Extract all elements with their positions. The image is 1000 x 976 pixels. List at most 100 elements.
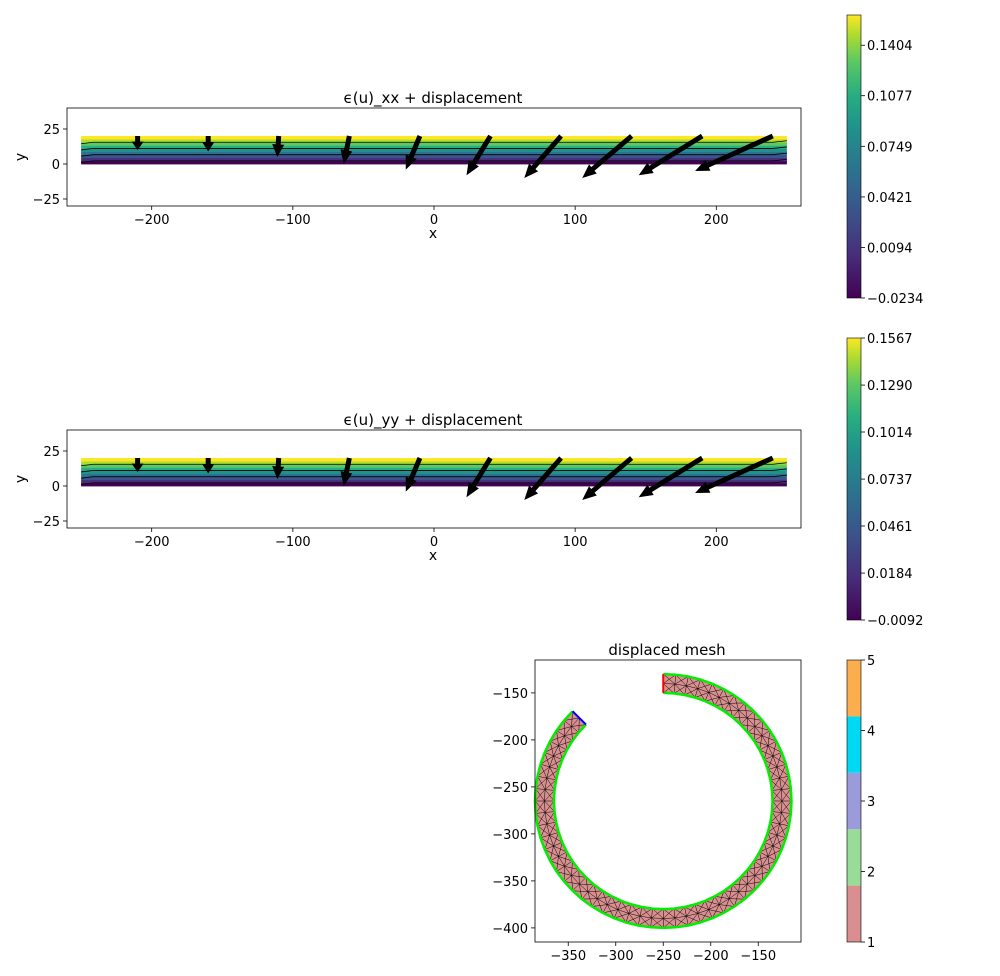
mesh-colorbar-segment [847,829,861,886]
panel-eyy-colorbar-tick-label: 0.1014 [867,426,913,441]
panel-eyy-contour-band [81,464,787,468]
mesh-colorbar-tick-label: 3 [867,795,875,810]
panel-exx-xtick-label: −200 [134,213,170,228]
panel-exx-displacement-arrow [466,134,493,176]
panel-exx-contour-band [81,139,787,143]
panel-eyy-displacement-arrow [524,456,563,500]
panel-mesh-ytick-label: −300 [492,828,528,843]
panel-exx-contour-line [81,152,787,157]
panel-exx-yticks: −25 0 25 [33,123,67,208]
panel-exx-title: ϵ(u)_xx + displacement [344,89,523,108]
panel-eyy-contour-line [81,480,787,485]
panel-exx-displacement-arrow [340,135,353,164]
panel-eyy-ytick-label: 0 [52,480,60,495]
panel-exx-displacement-arrow [695,133,774,171]
panel-eyy-contour-band [81,476,787,481]
panel-eyy-xtick-label: 200 [704,535,729,550]
panel-eyy-title: ϵ(u)_yy + displacement [344,411,523,430]
panel-exx-displacement-arrow [202,136,215,152]
panel-exx-contour-band [81,136,787,140]
panel-mesh-yticks: −150 −200 −250 −300 −350 −400 [492,687,535,937]
colorbar-eyy-ticks: 0.1567 0.1290 0.1014 0.0737 0.0461 0.0184 −0.0… [861,332,923,629]
panel-eyy: ϵ(u)_yy + displacement −200 −100 0 100 200 −… [13,411,802,564]
panel-eyy-colorbar-tick-label: −0.0092 [867,614,923,629]
panel-exx-colorbar-tick-label: 0.0094 [867,241,913,256]
panel-exx-contour-line [81,146,787,151]
panel-eyy-ytick-label: 25 [43,445,60,460]
panel-exx-contour-band [81,142,787,146]
panel-exx: ϵ(u)_xx + displacement −200 −100 0 100 200 −… [13,89,802,242]
panel-eyy-xlabel: x [429,548,437,564]
panel-exx-xtick-label: 100 [563,213,588,228]
panel-eyy-displacement-arrow [466,456,493,498]
panel-exx-xtick-label: 0 [430,213,438,228]
panel-eyy-plot [81,455,787,500]
panel-exx-colorbar-tick-label: 0.1404 [867,39,913,54]
panel-eyy-colorbar: 0.1567 0.1290 0.1014 0.0737 0.0461 0.0184 −0.0… [846,332,923,629]
panel-exx-contour-band [81,148,787,152]
panel-mesh-axes-frame [534,659,802,943]
mesh-colorbar-segment [847,772,861,830]
panel-eyy-colorbar-tick-label: 0.0184 [867,567,913,582]
panel-exx-displacement-arrow [638,133,704,176]
panel-mesh-xtick-label: −350 [550,949,586,964]
colorbar-eyy-bar [846,337,862,621]
colorbar-exx-ticks: 0.1404 0.1077 0.0749 0.0421 0.0094 −0.0234 [861,39,923,307]
colorbar-exx-bar [846,14,862,299]
panel-exx-colorbar: 0.1404 0.1077 0.0749 0.0421 0.0094 −0.0234 [846,14,923,307]
panel-eyy-colorbar-tick-label: 0.0737 [867,473,913,488]
panel-mesh-ytick-label: −350 [492,875,528,890]
panel-mesh-colorbar: 1 2 3 4 5 [846,654,875,951]
panel-mesh-ytick-label: −400 [492,922,528,937]
panel-eyy-xtick-label: −100 [275,535,311,550]
panel-mesh-plot [533,672,793,930]
panel-eyy-contour-line [81,474,787,479]
panel-exx-colorbar-tick-label: 0.0421 [867,191,913,206]
panel-exx-contour-band [81,145,787,149]
panel-eyy-xtick-label: 100 [563,535,588,550]
panel-mesh-ytick-label: −200 [492,734,528,749]
panel-exx-ytick-label: 0 [52,158,60,173]
panel-eyy-xtick-label: −200 [134,535,170,550]
panel-exx-xticks: −200 −100 0 100 200 [134,206,729,228]
panel-eyy-displacement-arrow [272,457,285,479]
panel-eyy-contour-line [81,462,787,467]
panel-mesh-xtick-label: −200 [693,949,729,964]
panel-eyy-xtick-label: 0 [430,535,438,550]
panel-exx-displacement-arrow [131,136,144,150]
panel-exx-contour-band [81,160,787,165]
panel-eyy-xticks: −200 −100 0 100 200 [134,528,729,550]
panel-exx-ytick-label: −25 [33,193,60,208]
panel-exx-ylabel: y [13,153,29,161]
panel-exx-ytick-label: 25 [43,123,60,138]
mesh-inner-boundary [552,691,774,911]
panel-exx-xlabel: x [429,226,437,242]
panel-eyy-displacement-arrow [131,458,144,472]
panel-eyy-contour-band [81,458,787,462]
panel-mesh-ytick-label: −250 [492,781,528,796]
mesh-colorbar-tick-label: 2 [867,866,875,881]
panel-eyy-contour-line [81,468,787,473]
panel-eyy-displacement-arrow [340,457,353,486]
panel-exx-contour-line [81,158,787,163]
panel-eyy-yticks: −25 0 25 [33,445,67,530]
panel-exx-contour-band [81,157,787,162]
panel-eyy-ytick-label: −25 [33,515,60,530]
panel-eyy-colorbar-tick-label: 0.1567 [867,332,913,347]
mesh-outer-boundary [533,672,793,930]
panel-exx-plot [81,133,787,178]
mesh-colorbar-segment [847,716,861,773]
panel-eyy-displacement-arrow [695,455,774,493]
panel-mesh-xtick-label: −300 [598,949,634,964]
panel-eyy-contour-band [81,461,787,465]
panel-exx-colorbar-tick-label: 0.1077 [867,90,913,105]
panel-mesh-title: displaced mesh [608,641,725,659]
panel-eyy-ylabel: y [13,475,29,483]
panel-mesh-ytick-label: −150 [492,687,528,702]
panel-exx-xtick-label: −100 [275,213,311,228]
mesh-colorbar-tick-label: 4 [867,725,875,740]
mesh-colorbar-tick-label: 5 [867,654,875,669]
panel-eyy-contour-band [81,473,787,478]
panel-eyy-colorbar-tick-label: 0.0461 [867,520,913,535]
